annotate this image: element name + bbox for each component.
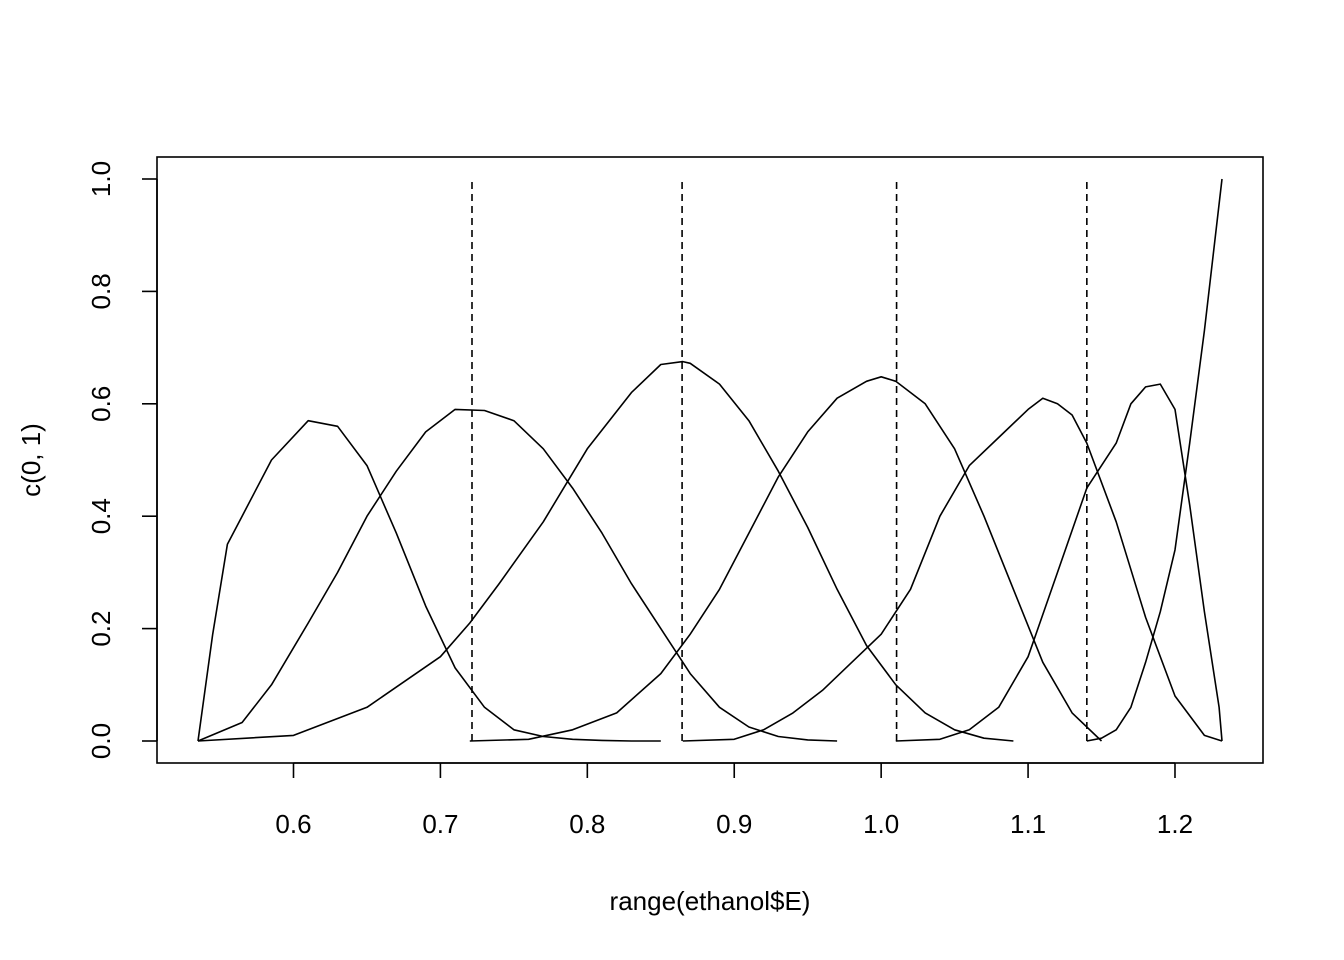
basis-curve-2 <box>197 408 838 742</box>
knot-lines <box>471 179 1088 741</box>
basis-curve-7 <box>1086 178 1223 742</box>
y-tick-label: 0.6 <box>86 386 116 422</box>
x-tick-label: 1.2 <box>1157 809 1193 839</box>
y-tick-label: 1.0 <box>86 161 116 197</box>
basis-curve-1 <box>197 419 661 742</box>
x-axis-label: range(ethanol$E) <box>610 886 811 916</box>
x-tick-label: 0.9 <box>716 809 752 839</box>
basis-curve-5 <box>682 397 1223 742</box>
basis-curves <box>197 178 1223 742</box>
plot-frame <box>156 156 1264 764</box>
basis-curve-6 <box>895 383 1223 742</box>
x-tick-label: 0.7 <box>422 809 458 839</box>
y-axis-label: c(0, 1) <box>16 423 46 497</box>
y-tick-label: 0.4 <box>86 498 116 534</box>
basis-curve-3 <box>197 360 1014 742</box>
x-tick-label: 0.6 <box>275 809 311 839</box>
y-tick-label: 0.0 <box>86 723 116 759</box>
y-axis: 0.0 0.2 0.4 0.6 0.8 1.0 <box>86 161 158 759</box>
x-tick-label: 1.0 <box>863 809 899 839</box>
y-tick-label: 0.2 <box>86 611 116 647</box>
basis-curve-4 <box>469 376 1103 742</box>
x-tick-label: 0.8 <box>569 809 605 839</box>
x-tick-label: 1.1 <box>1010 809 1046 839</box>
y-tick-label: 0.8 <box>86 273 116 309</box>
x-axis: 0.6 0.7 0.8 0.9 1.0 1.1 1.2 <box>275 762 1193 839</box>
